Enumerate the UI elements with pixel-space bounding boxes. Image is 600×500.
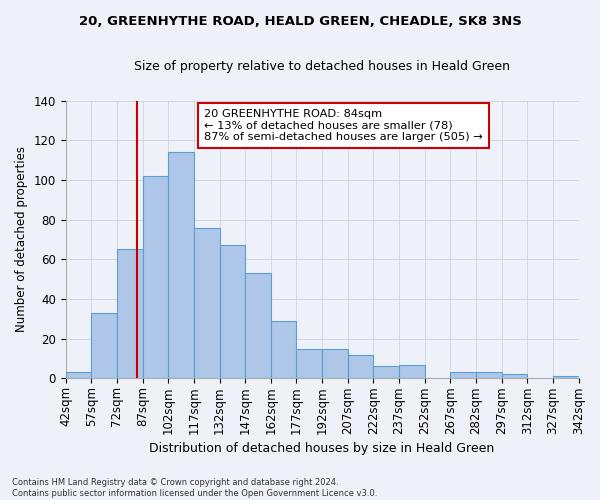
Bar (296, 348, 322, 378)
Bar (271, 321, 296, 378)
X-axis label: Distribution of detached houses by size in Heald Green: Distribution of detached houses by size … (149, 442, 495, 455)
Y-axis label: Number of detached properties: Number of detached properties (15, 146, 28, 332)
Bar (476, 372, 502, 378)
Bar (348, 354, 373, 378)
Title: Size of property relative to detached houses in Heald Green: Size of property relative to detached ho… (134, 60, 510, 73)
Text: 20, GREENHYTHE ROAD, HEALD GREEN, CHEADLE, SK8 3NS: 20, GREENHYTHE ROAD, HEALD GREEN, CHEADL… (79, 15, 521, 28)
Bar (322, 348, 348, 378)
Bar (168, 152, 194, 378)
Bar (117, 250, 143, 378)
Bar (245, 273, 271, 378)
Bar (450, 372, 476, 378)
Bar (502, 374, 527, 378)
Bar (143, 176, 168, 378)
Bar (194, 228, 220, 378)
Bar (65, 372, 91, 378)
Bar (373, 366, 399, 378)
Text: 20 GREENHYTHE ROAD: 84sqm
← 13% of detached houses are smaller (78)
87% of semi-: 20 GREENHYTHE ROAD: 84sqm ← 13% of detac… (204, 109, 483, 142)
Bar (91, 313, 117, 378)
Text: Contains HM Land Registry data © Crown copyright and database right 2024.
Contai: Contains HM Land Registry data © Crown c… (12, 478, 377, 498)
Bar (399, 364, 425, 378)
Bar (553, 376, 578, 378)
Bar (220, 246, 245, 378)
